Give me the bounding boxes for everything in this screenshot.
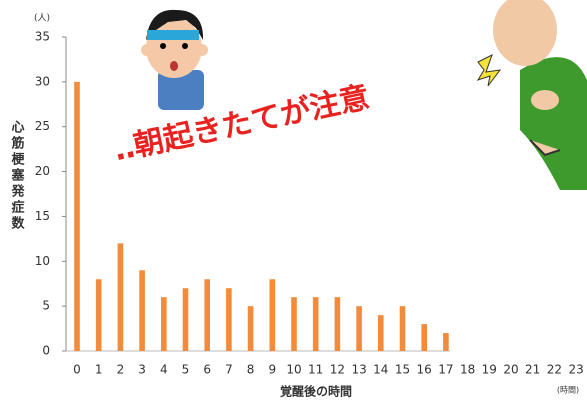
y-tick-label: 25 — [35, 119, 50, 133]
x-tick-label: 7 — [225, 363, 233, 377]
bar — [421, 324, 427, 351]
y-tick-label: 35 — [35, 30, 50, 44]
y-tick-label: 0 — [42, 344, 50, 358]
bar — [443, 333, 449, 351]
x-tick-label: 11 — [308, 363, 323, 377]
x-tick-label: 19 — [482, 363, 497, 377]
x-tick-label: 8 — [247, 363, 255, 377]
x-tick-label: 13 — [351, 363, 366, 377]
x-tick-label: 10 — [286, 363, 301, 377]
x-tick-label: 4 — [160, 363, 168, 377]
y-label: 心筋梗塞発症数 — [9, 120, 26, 232]
bar — [291, 297, 297, 351]
x-tick-label: 9 — [268, 363, 276, 377]
x-tick-label: 2 — [117, 363, 125, 377]
x-tick-label: 5 — [182, 363, 190, 377]
x-tick-label: 6 — [203, 363, 211, 377]
y-tick-label: 30 — [35, 74, 50, 88]
illustration-elder — [476, 0, 587, 191]
x-label: 覚醒後の時間 — [280, 384, 352, 399]
y-tick-label: 20 — [35, 164, 50, 178]
bar — [378, 315, 384, 351]
x-tick-label: 23 — [568, 363, 583, 377]
y-tick-label: 15 — [35, 209, 50, 223]
x-tick-label: 14 — [373, 363, 388, 377]
x-tick-label: 22 — [547, 363, 562, 377]
y-tick-label: 5 — [42, 299, 50, 313]
bar — [247, 306, 254, 351]
bar — [399, 306, 406, 351]
bar — [226, 288, 232, 351]
x-tick-label: 17 — [438, 363, 453, 377]
x-tick-label: 1 — [95, 363, 103, 377]
bar — [117, 243, 124, 351]
bar — [74, 81, 80, 351]
x-tick-label: 12 — [330, 363, 345, 377]
x-tick-label: 18 — [460, 363, 475, 377]
bar — [356, 306, 362, 351]
x-tick-label: 3 — [138, 363, 146, 377]
bar — [334, 297, 341, 351]
bar — [312, 297, 319, 351]
x-tick-label: 20 — [503, 363, 518, 377]
annotation: ‥朝起きたてが注意 — [111, 80, 373, 168]
x-tick-label: 0 — [73, 363, 81, 377]
x-tick-label: 16 — [417, 363, 432, 377]
x-tick-label: 21 — [525, 363, 540, 377]
bar — [269, 279, 276, 351]
bar — [204, 279, 210, 351]
illustration-man — [141, 9, 208, 110]
bar — [139, 270, 145, 351]
x-tick-label: 15 — [395, 363, 410, 377]
bar — [95, 279, 102, 351]
y-tick-label: 10 — [35, 254, 50, 268]
bar — [182, 288, 189, 351]
x-unit: (時間) — [557, 386, 579, 395]
bar — [161, 297, 167, 351]
y-unit: (人) — [34, 13, 50, 24]
